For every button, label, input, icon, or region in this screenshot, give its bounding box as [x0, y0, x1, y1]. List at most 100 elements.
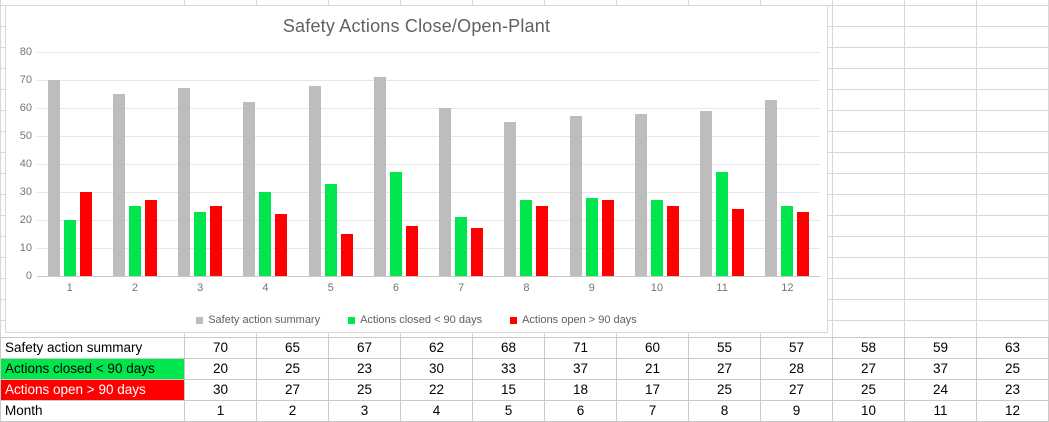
data-cell[interactable]: 63 — [977, 338, 1049, 358]
data-cell[interactable]: 24 — [905, 380, 977, 400]
data-cell[interactable]: 25 — [689, 380, 761, 400]
bar-group-month-9 — [559, 52, 624, 276]
data-cell[interactable]: 37 — [905, 359, 977, 379]
chart-gridline — [37, 164, 820, 165]
x-axis-tick-label: 1 — [66, 282, 73, 294]
x-axis-tick-label: 7 — [458, 282, 465, 294]
data-cell[interactable]: 68 — [473, 338, 545, 358]
y-axis-tick-label: 80 — [19, 46, 32, 58]
data-cell[interactable]: 5 — [473, 401, 545, 421]
data-cell[interactable]: 15 — [473, 380, 545, 400]
bar-actions-open-90-days — [340, 234, 353, 276]
data-cell[interactable]: 27 — [761, 380, 833, 400]
data-cell[interactable]: 28 — [761, 359, 833, 379]
data-cell[interactable]: 25 — [257, 359, 329, 379]
data-cell[interactable]: 27 — [257, 380, 329, 400]
data-cell[interactable]: 55 — [689, 338, 761, 358]
table-row: Actions closed < 90 days 20 25 23 30 33 37 21 27… — [1, 359, 1049, 380]
bar-safety-action-summary — [47, 80, 60, 276]
legend-label: Actions open > 90 days — [522, 314, 637, 326]
row-label-cell[interactable]: Safety action summary — [1, 338, 185, 358]
data-cell[interactable]: 3 — [329, 401, 401, 421]
data-cell[interactable]: 11 — [905, 401, 977, 421]
sheet-gridline — [976, 0, 977, 337]
data-cell[interactable]: 7 — [617, 401, 689, 421]
bar-actions-open-90-days — [732, 208, 745, 276]
legend-swatch — [196, 316, 204, 324]
y-axis-tick-label: 10 — [19, 242, 32, 254]
data-cell[interactable]: 6 — [545, 401, 617, 421]
bar-group-month-12 — [755, 52, 820, 276]
chart-object[interactable]: Safety Actions Close/Open-Plant 80 70 60 50… — [5, 5, 828, 333]
chart-legend: Safety action summary Actions closed < 90… — [6, 314, 827, 326]
y-axis-tick-label: 60 — [19, 102, 32, 114]
data-cell[interactable]: 27 — [689, 359, 761, 379]
data-cell[interactable]: 9 — [761, 401, 833, 421]
bar-actions-closed-90-days — [259, 192, 272, 276]
data-cell[interactable]: 10 — [833, 401, 905, 421]
x-axis-tick-label: 5 — [327, 282, 334, 294]
bar-actions-closed-90-days — [128, 206, 141, 276]
data-cell[interactable]: 21 — [617, 359, 689, 379]
bar-actions-open-90-days — [275, 214, 288, 276]
row-label-cell[interactable]: Actions closed < 90 days — [1, 359, 185, 379]
row-label-cell[interactable]: Actions open > 90 days — [1, 380, 185, 400]
data-cell[interactable]: 67 — [329, 338, 401, 358]
sheet-gridline — [832, 0, 833, 337]
bar-actions-open-90-days — [666, 206, 679, 276]
data-cell[interactable]: 30 — [185, 380, 257, 400]
data-cell[interactable]: 25 — [329, 380, 401, 400]
data-cell[interactable]: 4 — [401, 401, 473, 421]
chart-gridline — [37, 276, 820, 277]
data-cell[interactable]: 33 — [473, 359, 545, 379]
sheet-gridline — [904, 0, 905, 337]
data-cell[interactable]: 65 — [257, 338, 329, 358]
row-label-cell[interactable]: Month — [1, 401, 185, 421]
table-row: Month 1 2 3 4 5 6 7 8 9 10 11 12 — [1, 401, 1049, 422]
bar-actions-closed-90-days — [781, 206, 794, 276]
data-cell[interactable]: 22 — [401, 380, 473, 400]
bar-actions-open-90-days — [601, 200, 614, 276]
data-cell[interactable]: 23 — [977, 380, 1049, 400]
data-cell[interactable]: 25 — [833, 380, 905, 400]
bar-safety-action-summary — [569, 116, 582, 276]
y-axis-tick-label: 70 — [19, 74, 32, 86]
data-cell[interactable]: 60 — [617, 338, 689, 358]
data-cell[interactable]: 62 — [401, 338, 473, 358]
bar-safety-action-summary — [765, 99, 778, 276]
data-cell[interactable]: 25 — [977, 359, 1049, 379]
y-axis-tick-label: 0 — [25, 270, 32, 282]
data-cell[interactable]: 23 — [329, 359, 401, 379]
bar-safety-action-summary — [112, 94, 125, 276]
data-cell[interactable]: 59 — [905, 338, 977, 358]
x-axis-tick-label: 9 — [588, 282, 595, 294]
bar-actions-open-90-days — [797, 211, 810, 276]
data-cell[interactable]: 30 — [401, 359, 473, 379]
data-cell[interactable]: 20 — [185, 359, 257, 379]
data-cell[interactable]: 70 — [185, 338, 257, 358]
data-cell[interactable]: 1 — [185, 401, 257, 421]
data-cell[interactable]: 58 — [833, 338, 905, 358]
legend-label: Actions closed < 90 days — [360, 314, 483, 326]
bar-group-month-7 — [429, 52, 494, 276]
data-cell[interactable]: 18 — [545, 380, 617, 400]
bar-actions-closed-90-days — [520, 200, 533, 276]
bar-group-month-11 — [690, 52, 755, 276]
data-cell[interactable]: 8 — [689, 401, 761, 421]
data-cell[interactable]: 2 — [257, 401, 329, 421]
data-cell[interactable]: 37 — [545, 359, 617, 379]
data-cell[interactable]: 27 — [833, 359, 905, 379]
data-cell[interactable]: 57 — [761, 338, 833, 358]
data-cell[interactable]: 12 — [977, 401, 1049, 421]
bar-actions-closed-90-days — [650, 200, 663, 276]
data-table: Safety action summary 70 65 67 62 68 71 60 55 57 5… — [0, 337, 1049, 422]
chart-gridline — [37, 108, 820, 109]
x-axis-tick-label: 10 — [650, 282, 663, 294]
bar-actions-closed-90-days — [455, 217, 468, 276]
legend-swatch — [510, 316, 518, 324]
x-axis-tick-label: 6 — [392, 282, 399, 294]
data-cell[interactable]: 71 — [545, 338, 617, 358]
y-axis-tick-label: 20 — [19, 214, 32, 226]
data-cell[interactable]: 17 — [617, 380, 689, 400]
legend-swatch — [348, 316, 356, 324]
